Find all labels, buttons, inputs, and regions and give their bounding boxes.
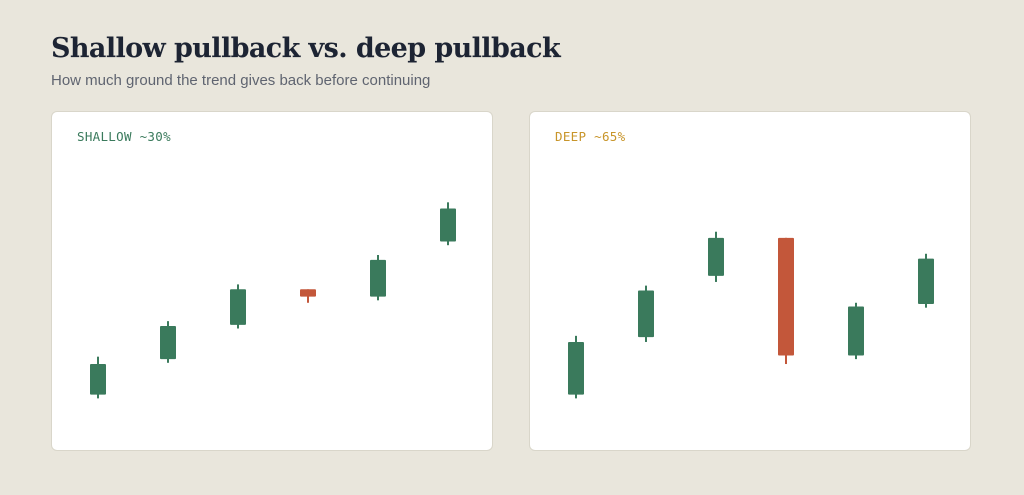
candle [230, 284, 246, 329]
candle [638, 285, 654, 342]
candle [918, 253, 934, 308]
candle [440, 202, 456, 246]
candle [778, 237, 794, 365]
candle-body [568, 341, 584, 395]
shallow-pullback-panel: SHALLOW ~30% [51, 111, 493, 451]
shallow-candlestick-chart [90, 202, 456, 399]
deep-candlestick-chart [568, 231, 934, 399]
candle-body [848, 306, 864, 356]
candle-body [440, 208, 456, 242]
deep-panel-label: DEEP ~65% [555, 129, 626, 144]
candle [160, 321, 176, 363]
candle [370, 255, 386, 301]
candle [848, 302, 864, 360]
candle-body [160, 326, 176, 360]
candle-body [300, 289, 316, 297]
candle [90, 356, 106, 399]
candle-body [778, 237, 794, 356]
candle-body [370, 259, 386, 297]
candle [568, 335, 584, 399]
candle-body [918, 258, 934, 304]
shallow-panel-label: SHALLOW ~30% [77, 129, 171, 144]
candle-body [90, 364, 106, 395]
page-title: Shallow pullback vs. deep pullback [51, 33, 561, 64]
candle-body [230, 289, 246, 325]
candle-body [708, 237, 724, 276]
candle [708, 231, 724, 282]
candle-body [638, 290, 654, 338]
page-subtitle: How much ground the trend gives back bef… [51, 72, 431, 89]
candle [300, 289, 316, 303]
deep-pullback-panel: DEEP ~65% [529, 111, 971, 451]
